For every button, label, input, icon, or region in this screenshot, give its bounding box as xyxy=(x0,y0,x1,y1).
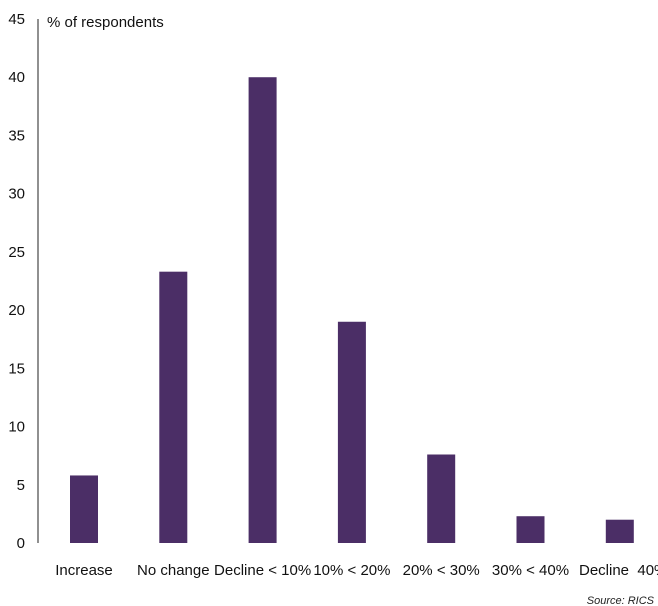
y-tick-label: 35 xyxy=(8,127,25,144)
bar xyxy=(516,516,545,543)
y-tick-label: 40 xyxy=(8,69,25,86)
x-tick-label: 10% < 20% xyxy=(313,562,390,579)
y-tick-label: 30 xyxy=(8,186,25,203)
x-axis-ticks: Increase No change Decline < 10% 10% < 20% 2… xyxy=(55,562,658,579)
bar xyxy=(337,321,366,543)
x-tick-label: 30% < 40% xyxy=(492,562,569,579)
y-tick-label: 20 xyxy=(8,302,25,319)
y-tick-label: 10 xyxy=(8,419,25,436)
x-tick-label: 20% < 30% xyxy=(403,562,480,579)
bars xyxy=(70,77,634,543)
bar xyxy=(159,271,188,543)
y-axis-label: % of respondents xyxy=(47,14,164,31)
x-tick-label: Decline < 10% xyxy=(214,562,311,579)
bar xyxy=(427,454,456,543)
x-tick-label: Increase xyxy=(55,562,113,579)
x-tick-label: Decline 40%+ xyxy=(579,562,658,579)
y-tick-label: 45 xyxy=(8,11,25,28)
bar xyxy=(605,519,634,543)
bar xyxy=(70,475,98,543)
y-tick-label: 15 xyxy=(8,360,25,377)
bar xyxy=(248,77,277,543)
y-tick-label: 0 xyxy=(17,535,25,552)
y-tick-label: 5 xyxy=(17,477,25,494)
y-tick-label: 25 xyxy=(8,244,25,261)
x-tick-label: No change xyxy=(137,562,210,579)
source-note: Source: RICS xyxy=(587,595,655,606)
y-axis-ticks: 0 5 10 15 20 25 30 35 40 45 xyxy=(8,11,25,552)
